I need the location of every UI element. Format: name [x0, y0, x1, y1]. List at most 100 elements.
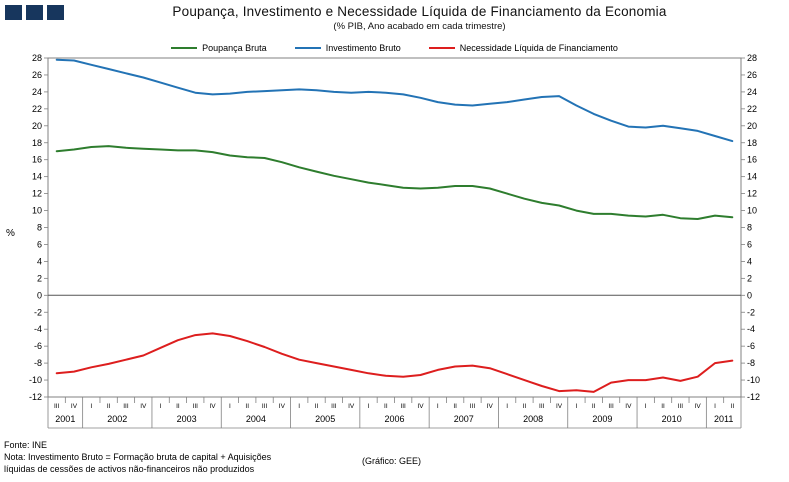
year-label: 2009 [592, 414, 612, 424]
y-tick-label-left: -12 [29, 392, 42, 402]
quarter-label: III [539, 403, 545, 410]
y-tick-label-left: 4 [37, 256, 42, 266]
year-label: 2001 [55, 414, 75, 424]
quarter-label: I [714, 403, 716, 410]
y-tick-label-right: 0 [747, 290, 752, 300]
y-axis-title: % [6, 228, 15, 239]
y-tick-label-right: 22 [747, 104, 757, 114]
y-tick-label-right: -8 [747, 358, 755, 368]
year-label: 2005 [315, 414, 335, 424]
legend-item-investimento: Investimento Bruto [294, 43, 401, 53]
y-tick-label-left: 26 [32, 70, 42, 80]
quarter-label: II [453, 403, 457, 410]
y-tick-label-left: -4 [34, 324, 42, 334]
chart-legend: Poupança Bruta Investimento Bruto Necess… [48, 43, 741, 53]
y-tick-label-right: 2 [747, 273, 752, 283]
y-tick-label-right: 14 [747, 172, 757, 182]
logo-square [47, 5, 64, 20]
chart-subtitle: (% PIB, Ano acabado em cada trimestre) [333, 21, 506, 32]
legend-label-necessidade: Necessidade Líquida de Financiamento [459, 43, 618, 53]
note-line-2: líquidas de cessões de activos não-finan… [4, 464, 255, 474]
y-tick-label-left: 22 [32, 104, 42, 114]
quarter-label: IV [625, 403, 632, 410]
quarter-label: IV [556, 403, 563, 410]
legend-item-poupanca: Poupança Bruta [171, 43, 267, 53]
quarter-label: III [678, 403, 684, 410]
year-label: 2011 [714, 414, 733, 424]
quarter-label: III [54, 403, 60, 410]
quarter-label: I [506, 403, 508, 410]
quarter-label: III [608, 403, 614, 410]
quarter-label: I [645, 403, 647, 410]
y-tick-label-left: -8 [34, 358, 42, 368]
y-tick-label-right: 16 [747, 155, 757, 165]
y-tick-label-left: -10 [29, 375, 42, 385]
y-tick-label-left: -2 [34, 307, 42, 317]
quarter-label: I [368, 403, 370, 410]
quarter-label: IV [348, 403, 355, 410]
quarter-label: I [576, 403, 578, 410]
y-tick-label-left: 18 [32, 138, 42, 148]
legend-label-investimento: Investimento Bruto [325, 43, 401, 53]
y-tick-label-right: 6 [747, 239, 752, 249]
quarter-label: IV [71, 403, 78, 410]
legend-swatch-poupanca [171, 47, 198, 49]
y-tick-label-right: 24 [747, 87, 757, 97]
y-tick-label-right: 18 [747, 138, 757, 148]
quarter-label: IV [210, 403, 217, 410]
year-label: 2010 [662, 414, 682, 424]
quarter-label: III [400, 403, 406, 410]
quarter-label: I [298, 403, 300, 410]
year-label: 2007 [454, 414, 474, 424]
y-tick-label-right: 10 [747, 206, 757, 216]
logo-squares [5, 5, 64, 20]
quarter-label: II [176, 403, 180, 410]
quarter-label: I [90, 403, 92, 410]
quarter-label: III [470, 403, 476, 410]
quarter-label: III [331, 403, 337, 410]
y-tick-label-right: -2 [747, 307, 755, 317]
quarter-label: III [123, 403, 129, 410]
note-line-1: Nota: Investimento Bruto = Formação brut… [4, 452, 272, 462]
quarter-label: I [437, 403, 439, 410]
series-line-0 [55, 145, 734, 220]
quarter-label: IV [140, 403, 147, 410]
y-tick-label-left: 28 [32, 53, 42, 63]
chart-titles: Poupança, Investimento e Necessidade Líq… [60, 4, 779, 32]
quarter-label: II [592, 403, 596, 410]
quarter-label: II [661, 403, 665, 410]
y-tick-label-left: 20 [32, 121, 42, 131]
year-label: 2008 [523, 414, 543, 424]
y-tick-label-left: 0 [37, 290, 42, 300]
quarter-label: II [245, 403, 249, 410]
quarter-label: III [262, 403, 268, 410]
y-tick-label-right: -4 [747, 324, 755, 334]
series-line-2 [55, 332, 734, 393]
logo-square [5, 5, 22, 20]
quarter-label: IV [279, 403, 286, 410]
source-text: Fonte: INE [4, 440, 48, 450]
legend-item-necessidade: Necessidade Líquida de Financiamento [428, 43, 618, 53]
chart-title: Poupança, Investimento e Necessidade Líq… [172, 4, 667, 19]
legend-label-poupanca: Poupança Bruta [202, 43, 267, 53]
y-tick-label-right: -10 [747, 375, 760, 385]
y-tick-label-right: 26 [747, 70, 757, 80]
quarter-label: II [731, 403, 735, 410]
year-label: 2003 [177, 414, 197, 424]
y-tick-label-left: 10 [32, 206, 42, 216]
y-tick-label-left: 8 [37, 223, 42, 233]
y-tick-label-left: 24 [32, 87, 42, 97]
y-tick-label-right: 28 [747, 53, 757, 63]
quarter-label: IV [417, 403, 424, 410]
logo-square [26, 5, 43, 20]
quarter-label: IV [487, 403, 494, 410]
y-tick-label-right: -6 [747, 341, 755, 351]
year-label: 2006 [384, 414, 404, 424]
quarter-label: II [384, 403, 388, 410]
y-tick-label-right: 4 [747, 256, 752, 266]
legend-swatch-investimento [294, 47, 321, 49]
quarter-label: II [523, 403, 527, 410]
y-tick-label-left: 16 [32, 155, 42, 165]
